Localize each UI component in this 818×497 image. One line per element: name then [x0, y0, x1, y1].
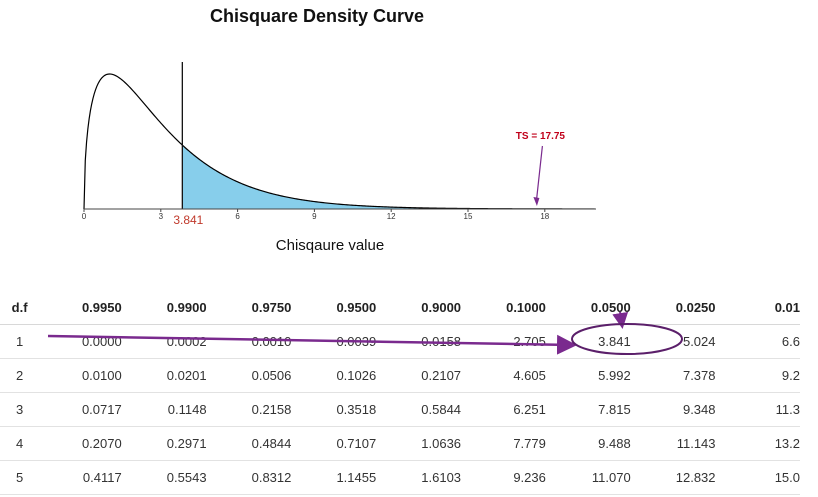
table-cell: 0.4117	[39, 460, 122, 495]
test-statistic-arrow-line	[535, 145, 543, 202]
table-row: 4 0.2070 0.2971 0.4844 0.7107 1.0636 7.779 9.48…	[0, 426, 800, 461]
table-cell: 0.5543	[121, 460, 207, 495]
chi-square-table-container: d.f 0.9950 0.9900 0.9750 0.9500 0.9000 0.1000 0…	[0, 291, 800, 497]
x-axis-label: Chisqaure value	[275, 237, 385, 254]
table-cell: 7.378	[630, 358, 716, 393]
chi-square-table: d.f 0.9950 0.9900 0.9750 0.9500 0.9000 0.1000 0…	[0, 291, 800, 495]
table-cell: 0.0010	[206, 324, 292, 359]
table-row: 2 0.0100 0.0201 0.0506 0.1026 0.2107 4.605 5.99…	[0, 358, 800, 393]
table-cell: 0.1148	[121, 392, 207, 427]
table-row: 3 0.0717 0.1148 0.2158 0.3518 0.5844 6.251 7.81…	[0, 392, 800, 427]
table-cell: 0.8312	[206, 460, 292, 495]
x-tick-label: 6	[235, 212, 240, 221]
table-cell: 11.143	[630, 426, 716, 461]
table-cell: 0.2107	[376, 358, 462, 393]
table-cell: 11.070	[545, 460, 631, 495]
table-cell: 4.605	[461, 358, 546, 393]
x-tick-label: 18	[540, 212, 549, 221]
table-cell: 1.6103	[376, 460, 462, 495]
table-cell: 7.815	[545, 392, 631, 427]
table-row: 5 0.4117 0.5543 0.8312 1.1455 1.6103 9.236 11.0…	[0, 460, 800, 495]
x-tick-label: 15	[464, 212, 473, 221]
table-header-cell: 0.9950	[39, 291, 122, 325]
x-tick-label: 0	[82, 212, 87, 221]
table-cell: 9.348	[630, 392, 716, 427]
table-cell: 13.2	[715, 426, 800, 461]
table-header-cell: 0.9900	[121, 291, 207, 325]
table-cell: 2.705	[461, 324, 546, 359]
table-cell: 0.4844	[206, 426, 292, 461]
table-header-cell: 0.9000	[376, 291, 462, 325]
table-cell: 2	[0, 358, 40, 393]
x-tick-label: 3	[159, 212, 164, 221]
table-cell: 6.6	[715, 324, 800, 359]
table-cell: 15.0	[715, 460, 800, 495]
table-cell: 0.0000	[39, 324, 122, 359]
table-cell: 0.0158	[376, 324, 462, 359]
table-cell: 9.236	[461, 460, 546, 495]
table-cell: 11.3	[715, 392, 800, 427]
table-cell: 0.2070	[39, 426, 122, 461]
table-cell: 5.024	[630, 324, 716, 359]
table-cell: 0.3518	[291, 392, 377, 427]
table-cell: 0.0039	[291, 324, 377, 359]
table-cell: 1.1455	[291, 460, 377, 495]
table-cell: 12.832	[630, 460, 716, 495]
table-cell: 0.0002	[121, 324, 207, 359]
table-row: 1 0.0000 0.0002 0.0010 0.0039 0.0158 2.705 3.84…	[0, 324, 800, 359]
table-cell: 0.1026	[291, 358, 377, 393]
table-cell: 5	[0, 460, 40, 495]
table-header-cell: d.f	[0, 291, 40, 325]
table-header-cell: 0.1000	[461, 291, 546, 325]
table-cell: 4	[0, 426, 40, 461]
shaded-area	[182, 145, 597, 209]
table-cell: 6.251	[461, 392, 546, 427]
table-cell: 0.0717	[39, 392, 122, 427]
table-cell: 0.0506	[206, 358, 292, 393]
test-statistic-arrow-head	[533, 197, 540, 206]
x-tick-label: 9	[312, 212, 317, 221]
table-cell: 1.0636	[376, 426, 462, 461]
table-cell: 7.779	[461, 426, 546, 461]
table-cell: 3.841	[545, 324, 631, 359]
critical-value-label: 3.841	[173, 213, 203, 227]
table-cell: 9.2	[715, 358, 800, 393]
test-statistic-label: TS = 17.75	[516, 131, 566, 142]
chart-title: Chisquare Density Curve	[209, 6, 425, 26]
table-header-row: d.f 0.9950 0.9900 0.9750 0.9500 0.9000 0.1000 0…	[0, 291, 800, 325]
table-cell: 5.992	[545, 358, 631, 393]
table-cell: 0.7107	[291, 426, 377, 461]
table-cell: 3	[0, 392, 40, 427]
table-cell: 0.5844	[376, 392, 462, 427]
table-header-cell: 0.0250	[630, 291, 716, 325]
x-tick-label: 12	[387, 212, 396, 221]
table-cell: 1	[0, 324, 40, 359]
table-header-cell: 0.01	[715, 291, 800, 325]
density-chart: 0 3 6 9 12 15 18 3.841 TS = 17.75	[82, 62, 597, 227]
table-cell: 0.0100	[39, 358, 122, 393]
table-cell: 9.488	[545, 426, 631, 461]
table-header-cell: 0.9750	[206, 291, 292, 325]
table-cell: 0.2158	[206, 392, 292, 427]
table-header-cell: 0.9500	[291, 291, 377, 325]
table-header-cell: 0.0500	[545, 291, 631, 325]
table-cell: 0.0201	[121, 358, 207, 393]
table-cell: 0.2971	[121, 426, 207, 461]
